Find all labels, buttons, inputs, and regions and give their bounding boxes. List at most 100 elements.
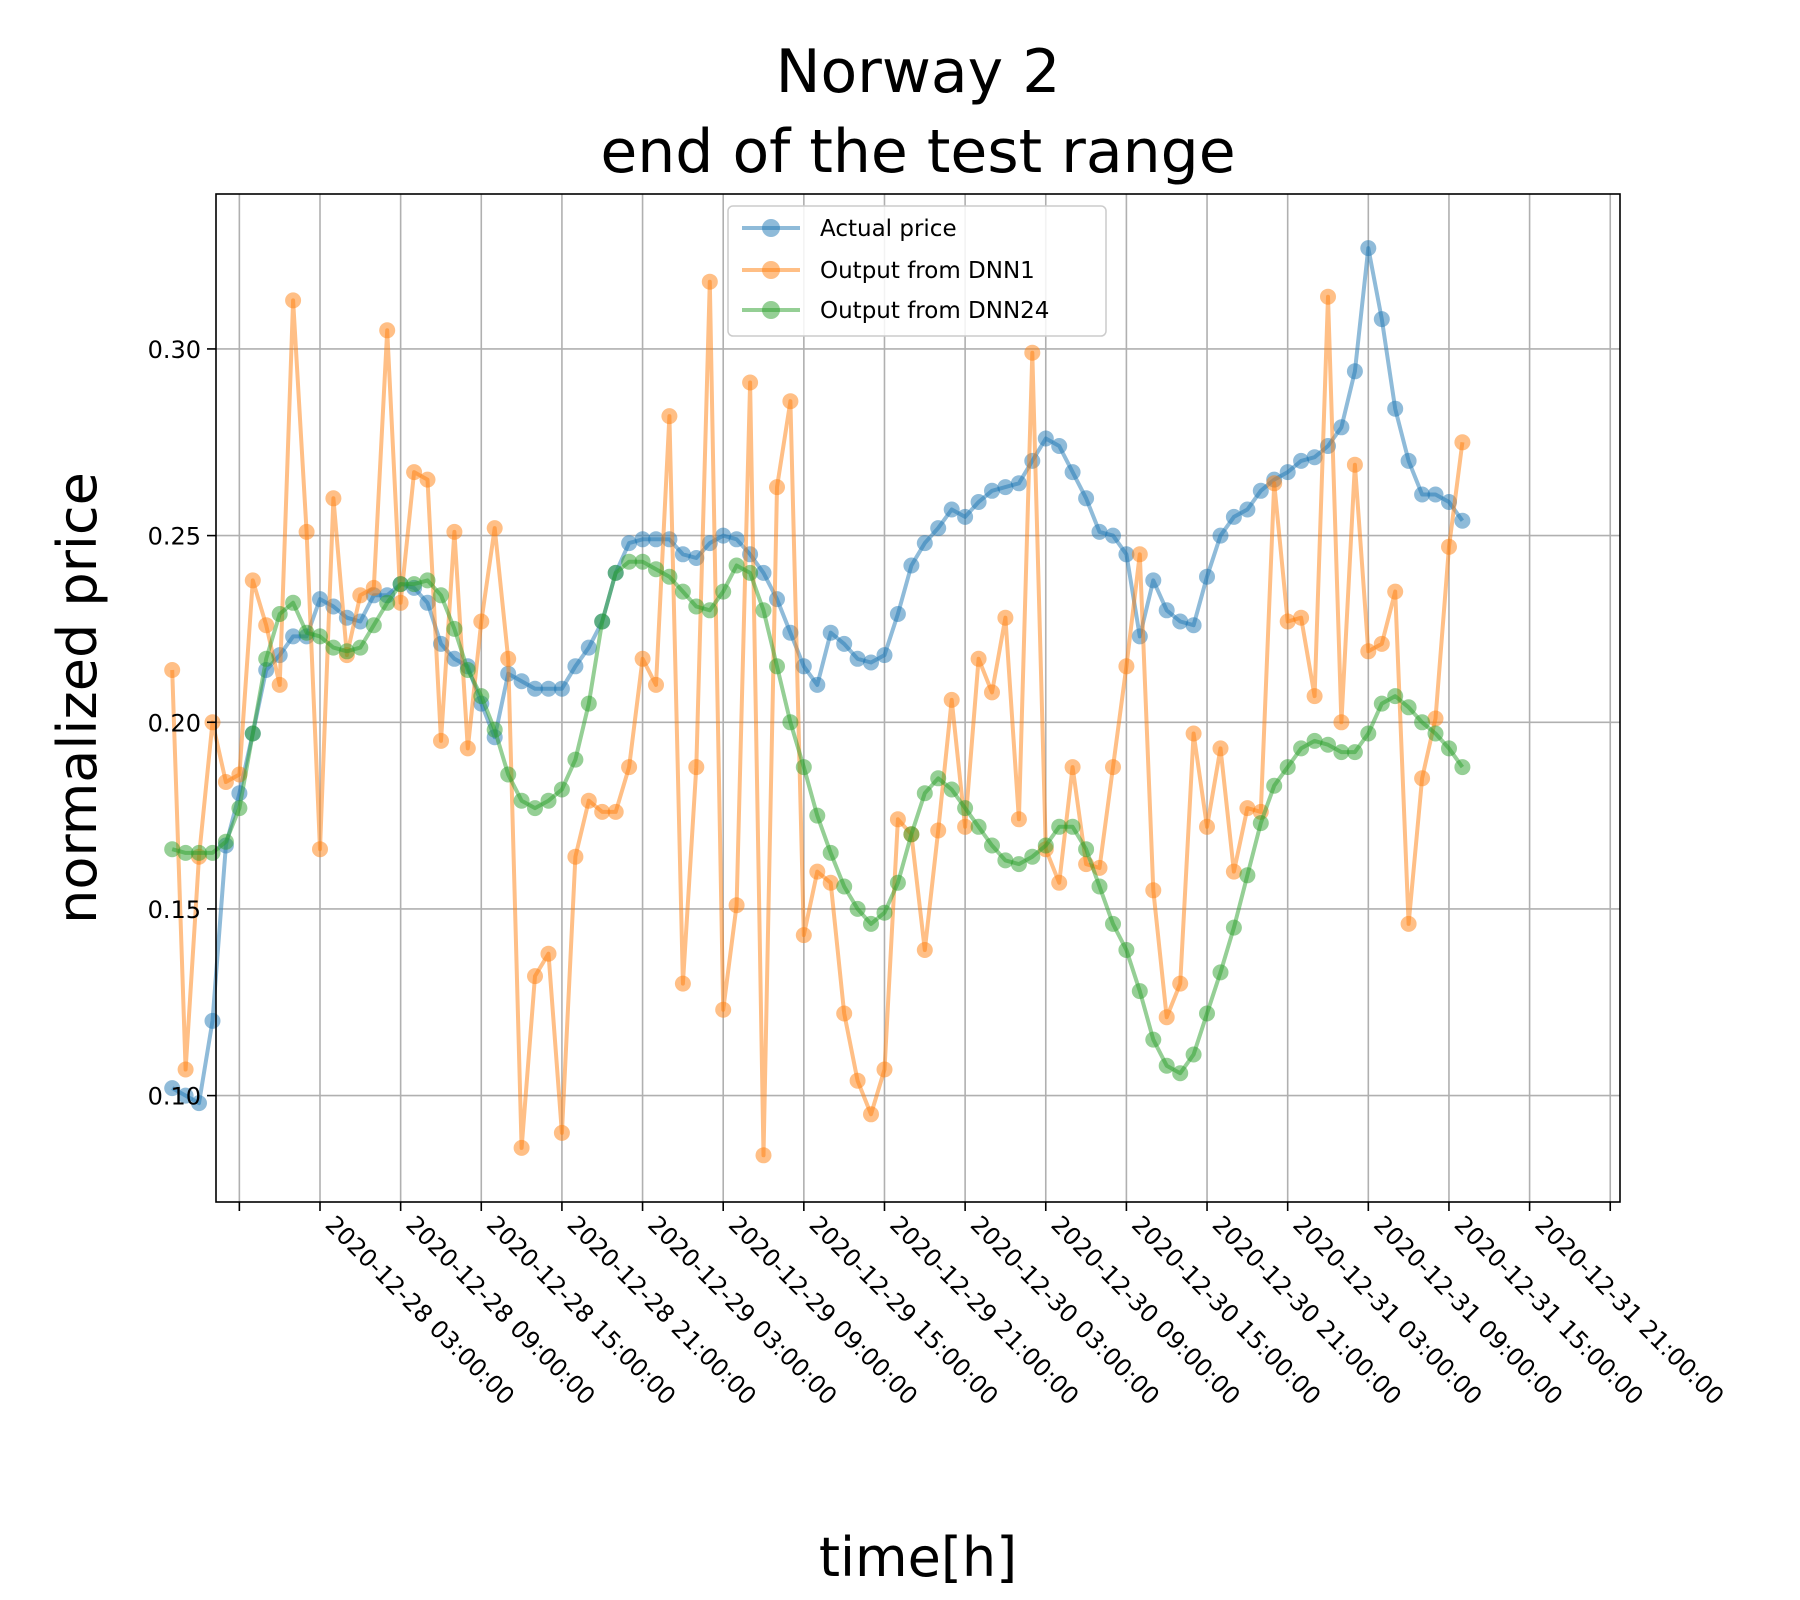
data-point [1225, 508, 1242, 525]
data-point [863, 915, 879, 932]
data-point [473, 688, 490, 705]
data-point [271, 676, 288, 693]
y-tick-label: 0.10 [148, 1083, 201, 1111]
data-point [459, 740, 476, 757]
data-point [1252, 815, 1269, 832]
data-point [1118, 942, 1135, 958]
data-point [1131, 628, 1148, 645]
data-point [1320, 288, 1336, 305]
data-point [164, 662, 181, 678]
data-point [849, 1072, 866, 1089]
y-axis-label: normalized price [46, 472, 109, 924]
data-point [1293, 452, 1310, 469]
data-point [1454, 512, 1471, 529]
plot-frame [215, 193, 1621, 1203]
data-point [1064, 759, 1081, 776]
data-point [1064, 818, 1081, 835]
data-point [177, 1061, 194, 1078]
data-point [822, 874, 839, 891]
data-point [433, 587, 449, 604]
data-point [1387, 583, 1404, 600]
data-point [1010, 811, 1027, 828]
data-point [849, 900, 866, 917]
data-point [540, 680, 557, 697]
data-point [970, 494, 987, 510]
data-point [1346, 744, 1363, 761]
data-point [1024, 344, 1041, 361]
legend-marker-dnn24 [762, 301, 780, 319]
data-point [338, 643, 355, 660]
data-point [231, 800, 248, 817]
data-point [1414, 770, 1431, 787]
data-point [406, 576, 423, 593]
data-point [580, 695, 597, 712]
data-point [1078, 490, 1095, 507]
data-point [916, 535, 933, 552]
data-point [1185, 725, 1202, 742]
data-point [769, 658, 785, 675]
data-point [661, 568, 678, 585]
data-point [1373, 635, 1390, 652]
data-point [634, 531, 651, 548]
data-point [191, 844, 207, 861]
data-point [486, 520, 503, 537]
data-point [553, 680, 570, 697]
data-point [943, 781, 960, 798]
data-point [876, 647, 893, 664]
data-point [809, 863, 826, 880]
data-point [782, 393, 799, 410]
data-point [984, 837, 1000, 854]
data-point [607, 564, 624, 581]
data-point [500, 766, 517, 783]
data-point [312, 841, 328, 858]
data-point [876, 1061, 893, 1078]
series-2 [164, 553, 1471, 1082]
data-point [567, 848, 584, 865]
legend-box [727, 205, 1107, 337]
data-point [580, 639, 597, 656]
data-point [1279, 613, 1296, 630]
data-point [1441, 740, 1457, 757]
data-point [916, 785, 933, 802]
data-point [769, 479, 785, 496]
data-point [674, 583, 691, 600]
data-point [795, 759, 812, 776]
data-point [1131, 983, 1148, 1000]
chart-title-line1: Norway 2 [776, 37, 1061, 107]
data-point [1145, 882, 1162, 899]
data-point [446, 620, 463, 637]
data-point [728, 557, 745, 574]
data-point [742, 374, 759, 391]
y-tick-label: 0.30 [148, 336, 201, 364]
series-line [171, 246, 1465, 1106]
data-point [540, 945, 557, 962]
data-point [701, 602, 718, 619]
data-point [217, 774, 234, 790]
data-point [648, 561, 664, 578]
data-point [930, 520, 947, 537]
data-point [863, 1106, 879, 1123]
data-point [513, 673, 530, 690]
data-point [970, 818, 987, 835]
y-tick-label: 0.20 [148, 709, 201, 737]
data-point [728, 897, 745, 914]
data-point [876, 904, 893, 921]
data-point [621, 553, 638, 570]
data-point [1145, 572, 1162, 589]
data-point [889, 874, 906, 891]
data-point [1172, 613, 1189, 630]
data-point [809, 676, 826, 693]
data-point [674, 975, 691, 992]
data-point [715, 527, 732, 544]
legend-marker-actual [762, 219, 780, 237]
data-point [1131, 546, 1148, 563]
data-point [1441, 538, 1457, 555]
data-point [997, 852, 1014, 869]
data-point [1373, 311, 1390, 328]
data-point [715, 1001, 732, 1018]
data-point [553, 781, 570, 798]
y-tick-label: 0.25 [148, 523, 201, 551]
data-point [486, 721, 503, 738]
legend-entry-actual: Actual price [742, 216, 957, 242]
